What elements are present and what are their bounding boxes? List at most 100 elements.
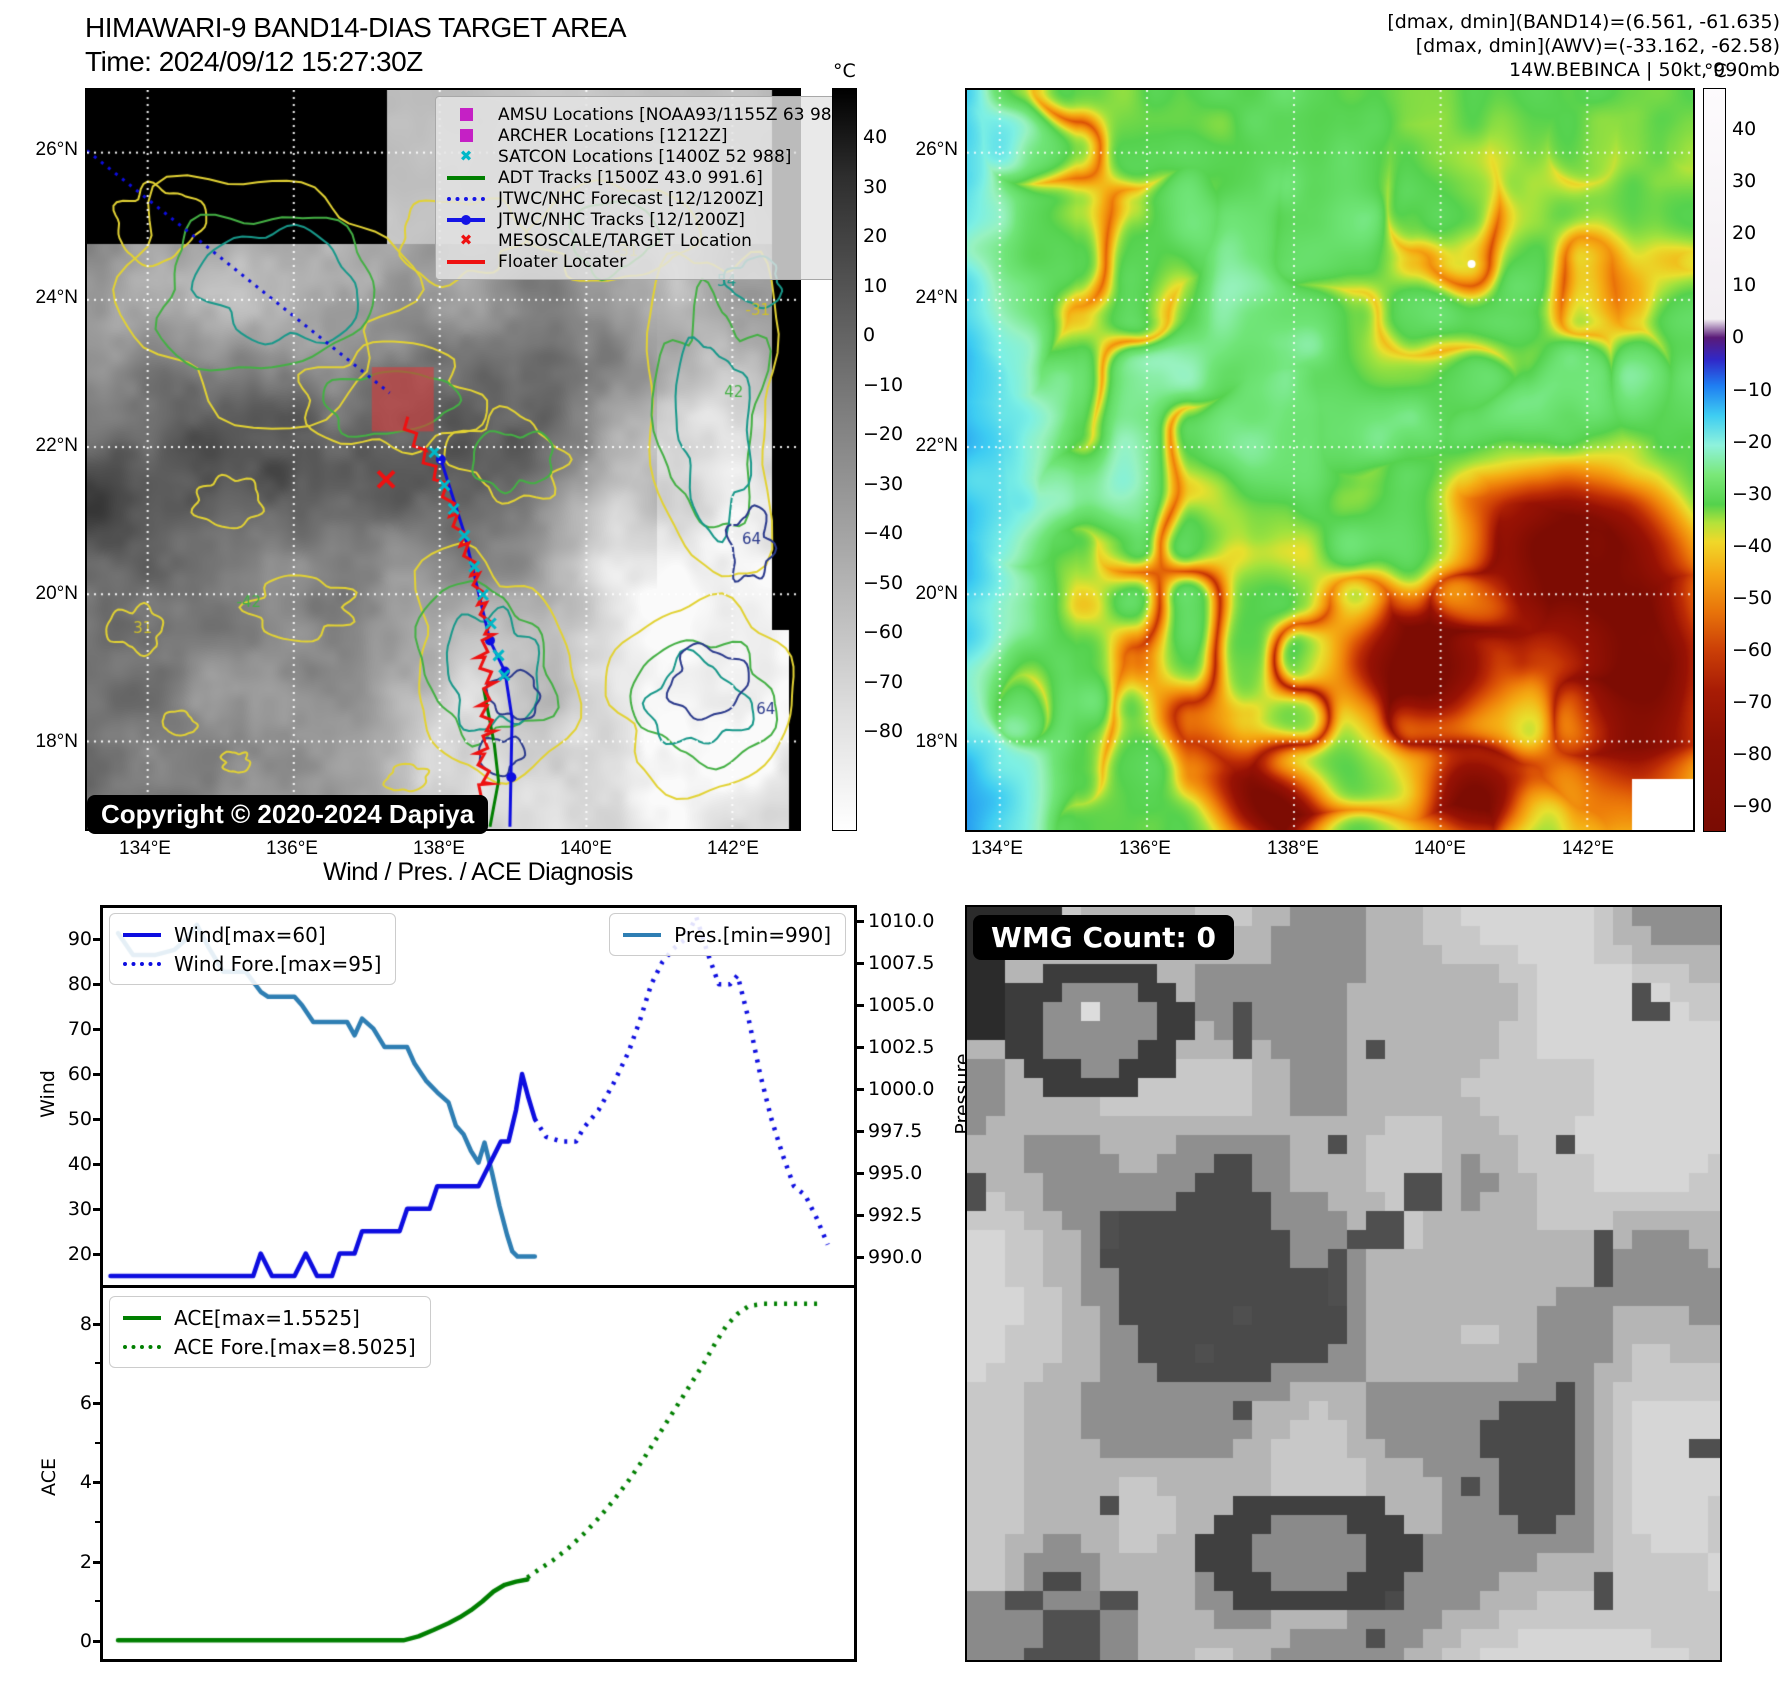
awv-colorbar-tick-label: 0 (1732, 326, 1745, 349)
wind-tick-label: 30 (67, 1197, 92, 1220)
legend-item: Wind[max=60] (120, 920, 381, 949)
legend-item: ✖ SATCON Locations [1400Z 52 988] (444, 146, 828, 167)
pressure-tick-label: 997.5 (868, 1119, 923, 1142)
pressure-tick-mark (857, 920, 864, 924)
wmg-image (967, 907, 1720, 1660)
awv-colorbar-tick-label: 10 (1732, 274, 1757, 297)
legend-item-label: ARCHER Locations [1212Z] (498, 125, 728, 146)
x-marker-icon: ✖ (459, 147, 473, 165)
ace-tick-mark (93, 1560, 100, 1564)
pressure-tick-label: 1000.0 (868, 1077, 935, 1100)
legend-item-label: MESOSCALE/TARGET Location (498, 230, 752, 251)
diagnosis-title: Wind / Pres. / ACE Diagnosis (323, 858, 633, 886)
band14-x-tick-label: 140°E (560, 838, 612, 859)
awv-colorbar-unit: °C (1704, 60, 1727, 82)
copyright-badge: Copyright © 2020-2024 Dapiya (87, 795, 489, 834)
line-marker-icon (444, 175, 488, 180)
awv-x-tick-label: 134°E (971, 838, 1023, 859)
legend-item: ✖ MESOSCALE/TARGET Location (444, 230, 828, 251)
awv-x-tick-label: 142°E (1562, 838, 1614, 859)
pressure-tick-mark (857, 962, 864, 966)
wind-tick-label: 80 (67, 973, 92, 996)
awv-satellite-image (967, 90, 1693, 830)
ace-tick-mark (93, 1402, 100, 1406)
ace-tick-mark (93, 1481, 100, 1485)
band14-y-tick-label: 20°N (35, 583, 78, 604)
dotted-line-marker-icon (444, 196, 488, 201)
wind-tick-mark (93, 938, 100, 942)
header-info: [dmax, dmin](BAND14)=(6.561, -61.635) [d… (1387, 10, 1780, 82)
ace-minor-tick-mark (95, 1521, 100, 1524)
legend-item-label: Pres.[min=990] (674, 922, 831, 947)
square-marker-icon (444, 108, 488, 121)
pressure-legend: Pres.[min=990] (609, 913, 846, 956)
awv-y-tick-label: 22°N (915, 435, 958, 456)
legend-item-label: Wind Fore.[max=95] (174, 951, 382, 976)
ace-minor-tick-mark (95, 1362, 100, 1365)
dotted-line-marker-icon (120, 1344, 164, 1349)
awv-colorbar-tick-label: 40 (1732, 118, 1757, 140)
awv-y-tick-label: 26°N (915, 139, 958, 160)
band14-y-tick-label: 24°N (35, 287, 78, 308)
wind-tick-mark (93, 1117, 100, 1121)
legend-item: AMSU Locations [NOAA93/1155Z 63 987] (444, 104, 849, 125)
pressure-tick-label: 995.0 (868, 1161, 923, 1184)
page-title: HIMAWARI-9 BAND14-DIAS TARGET AREA (85, 12, 627, 43)
band14-y-tick-label: 26°N (35, 139, 78, 160)
pressure-tick-label: 990.0 (868, 1245, 923, 1268)
ace-tick-label: 2 (79, 1550, 92, 1573)
ace-tick-label: 0 (79, 1630, 92, 1653)
awv-colorbar-tick-label: −90 (1732, 795, 1773, 818)
band14-colorbar-tick-label: −30 (863, 472, 904, 495)
awv-colorbar (1703, 88, 1726, 832)
pressure-tick-label: 1005.0 (868, 994, 935, 1017)
band14-colorbar-tick-label: −20 (863, 423, 904, 445)
awv-colorbar-tick-label: −60 (1732, 639, 1773, 661)
band14-x-tick-label: 134°E (119, 838, 171, 859)
awv-colorbar-tick-label: −20 (1732, 430, 1773, 453)
wind-tick-mark (93, 1162, 100, 1166)
wind-tick-mark (93, 1028, 100, 1032)
awv-x-tick-label: 140°E (1414, 838, 1466, 859)
band14-colorbar-tick-label: 0 (863, 324, 876, 346)
awv-colorbar-tick-label: 30 (1732, 170, 1757, 193)
map-legend: AMSU Locations [NOAA93/1155Z 63 987] ARCH… (435, 96, 849, 280)
pressure-tick-mark (857, 1087, 864, 1091)
legend-item: Pres.[min=990] (620, 920, 831, 949)
band14-colorbar-tick-label: −60 (863, 621, 904, 643)
pressure-tick-label: 1010.0 (868, 910, 935, 933)
pressure-tick-label: 992.5 (868, 1203, 923, 1226)
awv-colorbar-tick-label: −30 (1732, 482, 1773, 505)
pressure-tick-mark (857, 1129, 864, 1133)
legend-item: Wind Fore.[max=95] (120, 949, 381, 978)
wind-legend: Wind[max=60] Wind Fore.[max=95] (109, 913, 397, 985)
line-marker-icon (620, 932, 664, 937)
band14-colorbar-tick-label: 10 (863, 274, 888, 297)
timestamp: Time: 2024/09/12 15:27:30Z (85, 46, 423, 77)
legend-item: JTWC/NHC Tracks [12/1200Z] (444, 209, 828, 230)
wind-tick-mark (93, 1207, 100, 1211)
pressure-tick-mark (857, 1171, 864, 1175)
x-marker-icon: ✖ (459, 231, 473, 249)
awv-y-tick-label: 20°N (915, 583, 958, 604)
square-marker-icon (444, 129, 488, 142)
awv-x-tick-label: 136°E (1119, 838, 1171, 859)
band14-x-tick-label: 138°E (413, 838, 465, 859)
wind-tick-label: 90 (67, 928, 92, 951)
pressure-tick-mark (857, 1255, 864, 1259)
legend-item: Floater Locater (444, 251, 828, 272)
ace-minor-tick-mark (95, 1600, 100, 1603)
wind-tick-label: 20 (67, 1242, 92, 1265)
ace-tick-label: 6 (79, 1392, 92, 1415)
pressure-tick-label: 1002.5 (868, 1036, 935, 1059)
awv-map-panel (965, 88, 1695, 832)
legend-item-label: Floater Locater (498, 251, 627, 272)
ace-tick-mark (93, 1322, 100, 1326)
legend-item: JTWC/NHC Forecast [12/1200Z] (444, 188, 828, 209)
wind-tick-mark (93, 1252, 100, 1256)
band14-y-tick-label: 18°N (35, 731, 78, 752)
pressure-tick-label: 1007.5 (868, 952, 935, 975)
band14-x-tick-label: 142°E (707, 838, 759, 859)
dmax-dmin-awv: [dmax, dmin](AWV)=(-33.162, -62.58) (1415, 35, 1780, 57)
